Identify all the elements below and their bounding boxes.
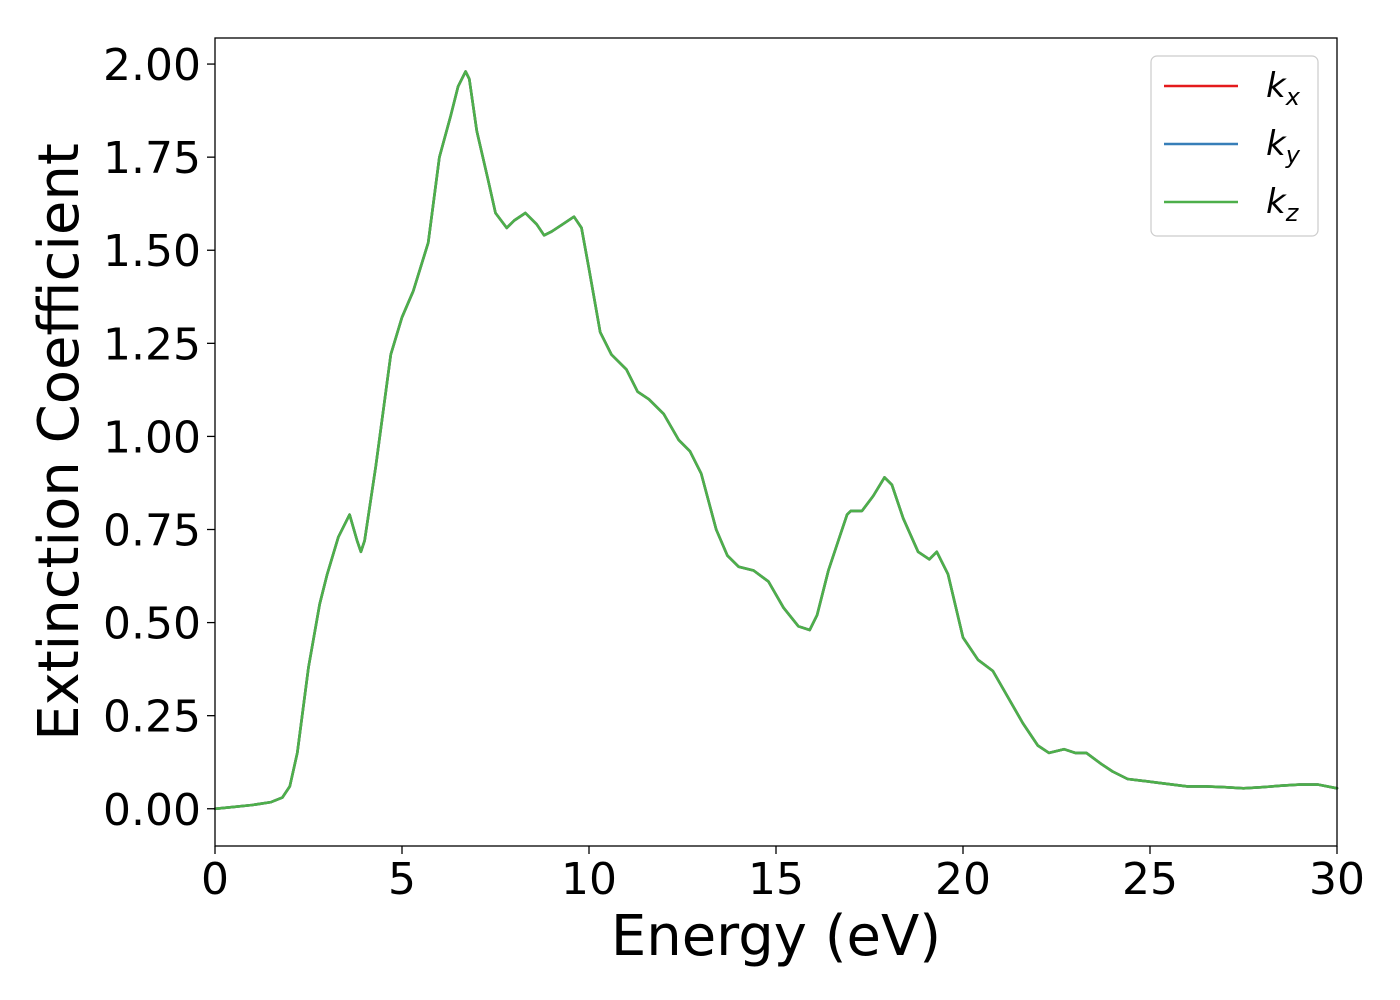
x-tick-label: 15 <box>748 854 804 905</box>
x-tick-label: 20 <box>935 854 991 905</box>
y-tick-label: 0.00 <box>103 785 201 836</box>
x-axis-ticks: 0 5 10 15 20 25 30 <box>201 846 1365 905</box>
y-tick-label: 1.00 <box>103 412 201 463</box>
legend-box <box>1150 55 1319 237</box>
legend-label-kx: kx <box>1266 66 1301 111</box>
series-layer <box>213 70 1339 811</box>
x-tick-label: 25 <box>1122 854 1178 905</box>
y-axis-label: Extinction Coefficient <box>27 143 92 741</box>
y-tick-label: 0.50 <box>103 599 201 650</box>
y-axis-ticks: 0.00 0.25 0.50 0.75 1.00 1.25 1.50 1.75 2.00 <box>103 40 215 836</box>
x-tick-label: 5 <box>388 854 416 905</box>
y-tick-label: 1.50 <box>103 226 201 277</box>
y-tick-label: 1.25 <box>103 319 201 370</box>
y-tick-label: 1.75 <box>103 133 201 184</box>
x-axis-label: Energy (eV) <box>611 904 941 969</box>
legend-label-kz: kz <box>1266 182 1300 227</box>
y-tick-label: 2.00 <box>103 40 201 91</box>
legend-label-ky: ky <box>1266 124 1301 169</box>
legend: kx ky kz <box>1150 55 1319 237</box>
x-tick-label: 0 <box>201 854 229 905</box>
y-tick-label: 0.25 <box>103 692 201 743</box>
series-line-kz <box>213 70 1339 811</box>
x-tick-label: 30 <box>1309 854 1365 905</box>
y-tick-label: 0.75 <box>103 506 201 557</box>
x-tick-label: 10 <box>561 854 617 905</box>
